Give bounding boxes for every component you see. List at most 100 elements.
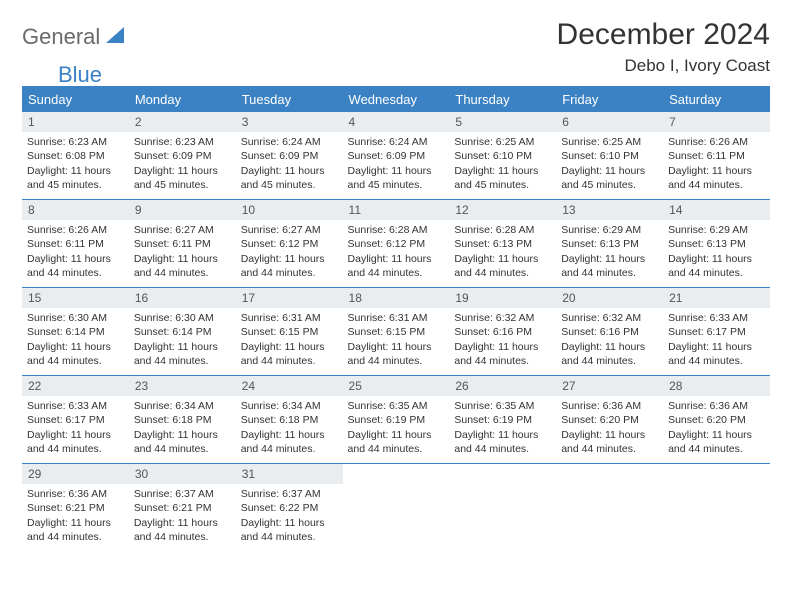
sunset-line: Sunset: 6:11 PM <box>27 237 124 251</box>
daylight-line-2: and 45 minutes. <box>348 178 445 192</box>
day-details: Sunrise: 6:31 AMSunset: 6:15 PMDaylight:… <box>236 308 343 372</box>
col-monday: Monday <box>129 87 236 112</box>
daylight-line: Daylight: 11 hours <box>561 252 658 266</box>
day-details: Sunrise: 6:27 AMSunset: 6:11 PMDaylight:… <box>129 220 236 284</box>
daylight-line: Daylight: 11 hours <box>27 516 124 530</box>
sunrise-line: Sunrise: 6:36 AM <box>561 399 658 413</box>
daylight-line-2: and 44 minutes. <box>348 266 445 280</box>
sunrise-line: Sunrise: 6:23 AM <box>134 135 231 149</box>
sunset-line: Sunset: 6:09 PM <box>348 149 445 163</box>
day-number: 14 <box>663 200 770 220</box>
sunrise-line: Sunrise: 6:28 AM <box>454 223 551 237</box>
calendar-day-cell: 13Sunrise: 6:29 AMSunset: 6:13 PMDayligh… <box>556 200 663 288</box>
day-details: Sunrise: 6:36 AMSunset: 6:21 PMDaylight:… <box>22 484 129 548</box>
day-number: 31 <box>236 464 343 484</box>
sunset-line: Sunset: 6:16 PM <box>561 325 658 339</box>
sunset-line: Sunset: 6:12 PM <box>241 237 338 251</box>
sunset-line: Sunset: 6:11 PM <box>134 237 231 251</box>
day-details: Sunrise: 6:25 AMSunset: 6:10 PMDaylight:… <box>449 132 556 196</box>
calendar-day-cell: 12Sunrise: 6:28 AMSunset: 6:13 PMDayligh… <box>449 200 556 288</box>
daylight-line: Daylight: 11 hours <box>668 340 765 354</box>
day-number: 27 <box>556 376 663 396</box>
daylight-line-2: and 44 minutes. <box>348 442 445 456</box>
calendar-day-cell: 26Sunrise: 6:35 AMSunset: 6:19 PMDayligh… <box>449 376 556 464</box>
calendar-day-cell: 5Sunrise: 6:25 AMSunset: 6:10 PMDaylight… <box>449 112 556 200</box>
day-number: 22 <box>22 376 129 396</box>
sunrise-line: Sunrise: 6:25 AM <box>454 135 551 149</box>
logo-text-blue: Blue <box>58 62 102 88</box>
day-details: Sunrise: 6:23 AMSunset: 6:08 PMDaylight:… <box>22 132 129 196</box>
sunset-line: Sunset: 6:10 PM <box>561 149 658 163</box>
logo-sail-icon <box>104 25 126 45</box>
sunrise-line: Sunrise: 6:26 AM <box>27 223 124 237</box>
daylight-line-2: and 44 minutes. <box>454 442 551 456</box>
sunset-line: Sunset: 6:21 PM <box>27 501 124 515</box>
day-number: 13 <box>556 200 663 220</box>
daylight-line-2: and 45 minutes. <box>454 178 551 192</box>
calendar-day-cell: 6Sunrise: 6:25 AMSunset: 6:10 PMDaylight… <box>556 112 663 200</box>
daylight-line: Daylight: 11 hours <box>348 164 445 178</box>
daylight-line-2: and 44 minutes. <box>561 354 658 368</box>
calendar-day-cell: 22Sunrise: 6:33 AMSunset: 6:17 PMDayligh… <box>22 376 129 464</box>
daylight-line: Daylight: 11 hours <box>134 516 231 530</box>
day-number: 15 <box>22 288 129 308</box>
daylight-line: Daylight: 11 hours <box>241 340 338 354</box>
sunset-line: Sunset: 6:19 PM <box>348 413 445 427</box>
day-number: 26 <box>449 376 556 396</box>
calendar-day-cell: 27Sunrise: 6:36 AMSunset: 6:20 PMDayligh… <box>556 376 663 464</box>
calendar-week-row: 15Sunrise: 6:30 AMSunset: 6:14 PMDayligh… <box>22 288 770 376</box>
sunrise-line: Sunrise: 6:37 AM <box>134 487 231 501</box>
sunrise-line: Sunrise: 6:36 AM <box>27 487 124 501</box>
day-number: 5 <box>449 112 556 132</box>
day-details: Sunrise: 6:26 AMSunset: 6:11 PMDaylight:… <box>663 132 770 196</box>
sunrise-line: Sunrise: 6:32 AM <box>454 311 551 325</box>
calendar-day-cell: 14Sunrise: 6:29 AMSunset: 6:13 PMDayligh… <box>663 200 770 288</box>
sunrise-line: Sunrise: 6:30 AM <box>27 311 124 325</box>
daylight-line-2: and 45 minutes. <box>561 178 658 192</box>
calendar-body: 1Sunrise: 6:23 AMSunset: 6:08 PMDaylight… <box>22 112 770 552</box>
daylight-line: Daylight: 11 hours <box>454 340 551 354</box>
calendar-day-cell: 29Sunrise: 6:36 AMSunset: 6:21 PMDayligh… <box>22 464 129 552</box>
day-number: 18 <box>343 288 450 308</box>
calendar-day-cell: 4Sunrise: 6:24 AMSunset: 6:09 PMDaylight… <box>343 112 450 200</box>
daylight-line: Daylight: 11 hours <box>134 340 231 354</box>
daylight-line-2: and 44 minutes. <box>668 178 765 192</box>
day-number: 9 <box>129 200 236 220</box>
col-tuesday: Tuesday <box>236 87 343 112</box>
daylight-line-2: and 45 minutes. <box>134 178 231 192</box>
sunset-line: Sunset: 6:11 PM <box>668 149 765 163</box>
sunrise-line: Sunrise: 6:34 AM <box>241 399 338 413</box>
daylight-line: Daylight: 11 hours <box>454 428 551 442</box>
daylight-line-2: and 44 minutes. <box>27 442 124 456</box>
daylight-line-2: and 44 minutes. <box>134 530 231 544</box>
sunrise-line: Sunrise: 6:24 AM <box>241 135 338 149</box>
sunrise-line: Sunrise: 6:27 AM <box>241 223 338 237</box>
sunset-line: Sunset: 6:13 PM <box>454 237 551 251</box>
title-block: December 2024 Debo I, Ivory Coast <box>557 18 770 76</box>
calendar-day-cell: 23Sunrise: 6:34 AMSunset: 6:18 PMDayligh… <box>129 376 236 464</box>
day-number: 25 <box>343 376 450 396</box>
calendar-day-cell: 20Sunrise: 6:32 AMSunset: 6:16 PMDayligh… <box>556 288 663 376</box>
calendar-day-cell: 10Sunrise: 6:27 AMSunset: 6:12 PMDayligh… <box>236 200 343 288</box>
daylight-line-2: and 44 minutes. <box>561 442 658 456</box>
day-details: Sunrise: 6:32 AMSunset: 6:16 PMDaylight:… <box>449 308 556 372</box>
sunrise-line: Sunrise: 6:32 AM <box>561 311 658 325</box>
logo-text-general: General <box>22 24 100 50</box>
day-details: Sunrise: 6:34 AMSunset: 6:18 PMDaylight:… <box>129 396 236 460</box>
sunset-line: Sunset: 6:17 PM <box>27 413 124 427</box>
daylight-line: Daylight: 11 hours <box>668 164 765 178</box>
sunrise-line: Sunrise: 6:34 AM <box>134 399 231 413</box>
daylight-line-2: and 44 minutes. <box>134 442 231 456</box>
day-details: Sunrise: 6:37 AMSunset: 6:22 PMDaylight:… <box>236 484 343 548</box>
daylight-line: Daylight: 11 hours <box>241 428 338 442</box>
sunset-line: Sunset: 6:18 PM <box>134 413 231 427</box>
daylight-line: Daylight: 11 hours <box>561 164 658 178</box>
calendar-day-cell: 3Sunrise: 6:24 AMSunset: 6:09 PMDaylight… <box>236 112 343 200</box>
daylight-line-2: and 44 minutes. <box>27 266 124 280</box>
day-details: Sunrise: 6:33 AMSunset: 6:17 PMDaylight:… <box>22 396 129 460</box>
calendar-day-cell: 2Sunrise: 6:23 AMSunset: 6:09 PMDaylight… <box>129 112 236 200</box>
day-number: 2 <box>129 112 236 132</box>
calendar-week-row: 1Sunrise: 6:23 AMSunset: 6:08 PMDaylight… <box>22 112 770 200</box>
day-details: Sunrise: 6:24 AMSunset: 6:09 PMDaylight:… <box>236 132 343 196</box>
daylight-line: Daylight: 11 hours <box>668 428 765 442</box>
